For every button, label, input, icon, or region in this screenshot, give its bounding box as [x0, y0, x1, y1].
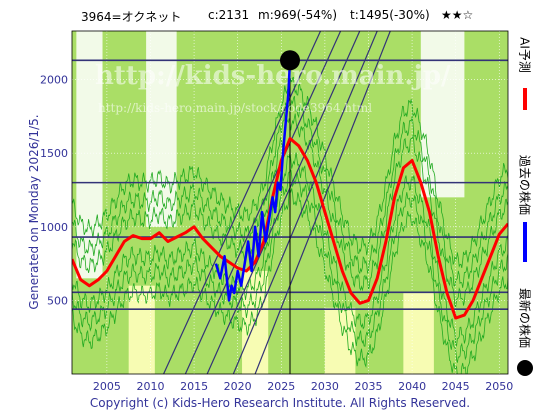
x-tick-label: 2050 [485, 380, 513, 393]
axes: 2005 2010 2015 2020 2025 2030 2035 2040 2045 2050… [40, 30, 533, 393]
legend-latest-price: 最新の株価 [517, 287, 532, 349]
band-peak [420, 31, 465, 198]
x-tick-label: 2025 [267, 380, 295, 393]
rating-stars: ★★☆ [441, 8, 474, 22]
x-tick-label: 2005 [93, 380, 121, 393]
current-price-label: c:2131 [208, 8, 250, 22]
trend-line [206, 31, 361, 374]
series-ai-prediction [72, 137, 508, 320]
x-tick-label: 2040 [398, 380, 426, 393]
legend-swatch-latest [517, 360, 533, 376]
x-tick-label: 2020 [224, 380, 252, 393]
trend-line [184, 31, 342, 374]
plot-area: http://kids-hero.main.jp/http://kids-her… [72, 31, 508, 374]
band-trough [128, 285, 155, 374]
x-tick-label: 2035 [354, 380, 382, 393]
legend-past-price: 過去の株価 [517, 154, 532, 216]
plot-clip-group: http://kids-hero.main.jp/http://kids-her… [72, 31, 508, 374]
x-tick-label: 2030 [311, 380, 339, 393]
x-tick-label: 2010 [136, 380, 164, 393]
trend-line [232, 31, 378, 374]
copyright-footer: Copyright (c) Kids-Hero Research Institu… [89, 396, 471, 410]
y-tick-label: 1000 [40, 221, 68, 234]
watermark-page-url: http://kids-hero.main.jp/stock/code3964.… [98, 101, 372, 115]
y-tick-label: 2000 [40, 74, 68, 87]
band-trough [403, 293, 434, 374]
target-price-label: t:1495(-30%) [350, 8, 430, 22]
y-tick-label: 500 [47, 294, 68, 307]
plot-frame [71, 30, 509, 375]
band-peak [146, 31, 177, 227]
generated-date-label: Generated on Monday 2026/1/5. [27, 114, 41, 310]
middle-price-label: m:969(-54%) [258, 8, 338, 22]
series-past-price [214, 60, 292, 302]
x-tick-label: 2015 [180, 380, 208, 393]
ticker-label: 3964=オクネット [81, 10, 182, 24]
y-tick-label: 1500 [40, 147, 68, 160]
latest-price-marker [280, 50, 300, 71]
trend-line [163, 31, 322, 374]
legend-ai-prediction: AI予測 [517, 37, 532, 73]
band-trough [324, 307, 356, 374]
watermark-url: http://kids-hero.main.jp/ [95, 61, 451, 91]
x-tick-label: 2045 [442, 380, 470, 393]
